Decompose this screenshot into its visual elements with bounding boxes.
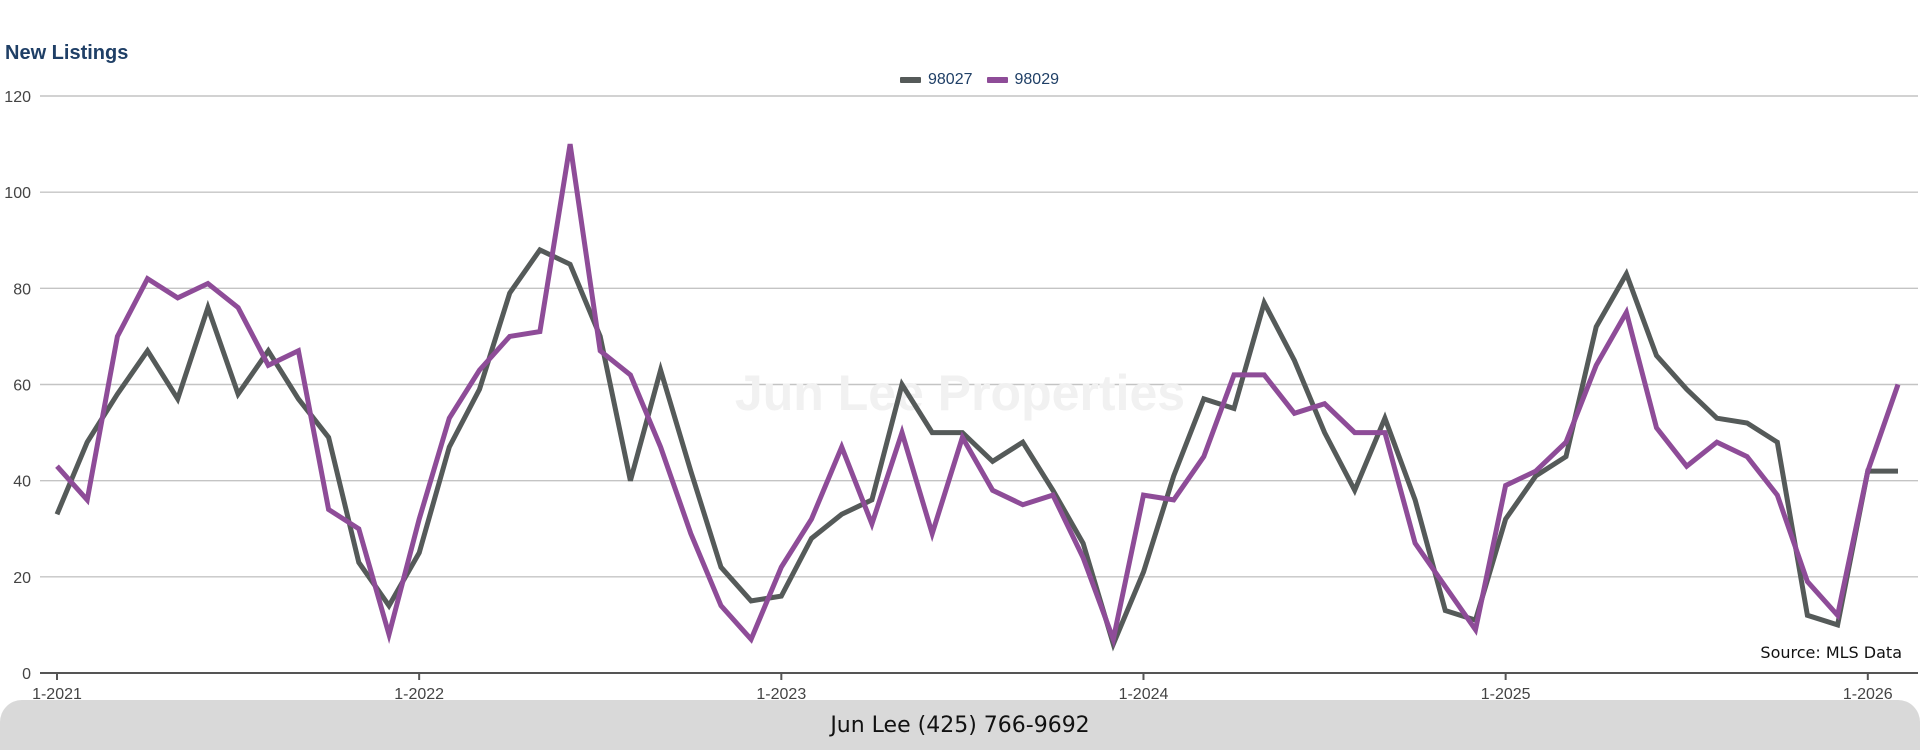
legend-swatch-98029 bbox=[986, 77, 1008, 83]
x-tick-label-1-2026: 1-2026 bbox=[1843, 686, 1893, 703]
footer-contact: Jun Lee (425) 766-9692 bbox=[830, 712, 1090, 738]
series-lines bbox=[54, 143, 1901, 652]
y-tick-label-120: 120 bbox=[4, 89, 31, 106]
source-note: Source: MLS Data bbox=[1760, 643, 1902, 662]
legend-label-98029: 98029 bbox=[1014, 71, 1060, 88]
y-tick-label-80: 80 bbox=[13, 281, 31, 298]
legend: 98027 98029 bbox=[900, 71, 1059, 89]
legend-item-98029: 98029 bbox=[986, 71, 1060, 89]
y-axis-ticks: 0 20 40 60 80 100 120 bbox=[4, 89, 31, 683]
x-tick-label-1-2024: 1-2024 bbox=[1119, 686, 1169, 703]
legend-label-98027: 98027 bbox=[928, 71, 973, 88]
chart-title: New Listings bbox=[5, 42, 129, 64]
y-tick-label-100: 100 bbox=[4, 185, 31, 202]
footer-contact-bar: Jun Lee (425) 766-9692 bbox=[0, 700, 1920, 750]
y-tick-label-20: 20 bbox=[13, 570, 31, 587]
x-tick-label-1-2022: 1-2022 bbox=[394, 686, 444, 703]
x-tick-label-1-2021: 1-2021 bbox=[32, 686, 82, 703]
series-line-98027 bbox=[54, 246, 1898, 652]
legend-swatch-98027 bbox=[900, 77, 921, 83]
legend-item-98027: 98027 bbox=[900, 71, 973, 89]
y-tick-label-60: 60 bbox=[13, 378, 31, 395]
y-tick-label-0: 0 bbox=[22, 666, 31, 683]
y-tick-label-40: 40 bbox=[13, 474, 31, 491]
x-tick-label-1-2023: 1-2023 bbox=[756, 686, 806, 703]
gridlines bbox=[40, 95, 1918, 578]
series-line-98029 bbox=[55, 143, 1901, 649]
watermark: Jun Lee Properties bbox=[735, 365, 1185, 421]
x-axis-ticks: 1-2021 1-2022 1-2023 1-2024 1-2025 1-2026 bbox=[32, 673, 1893, 703]
x-tick-label-1-2025: 1-2025 bbox=[1481, 686, 1531, 703]
